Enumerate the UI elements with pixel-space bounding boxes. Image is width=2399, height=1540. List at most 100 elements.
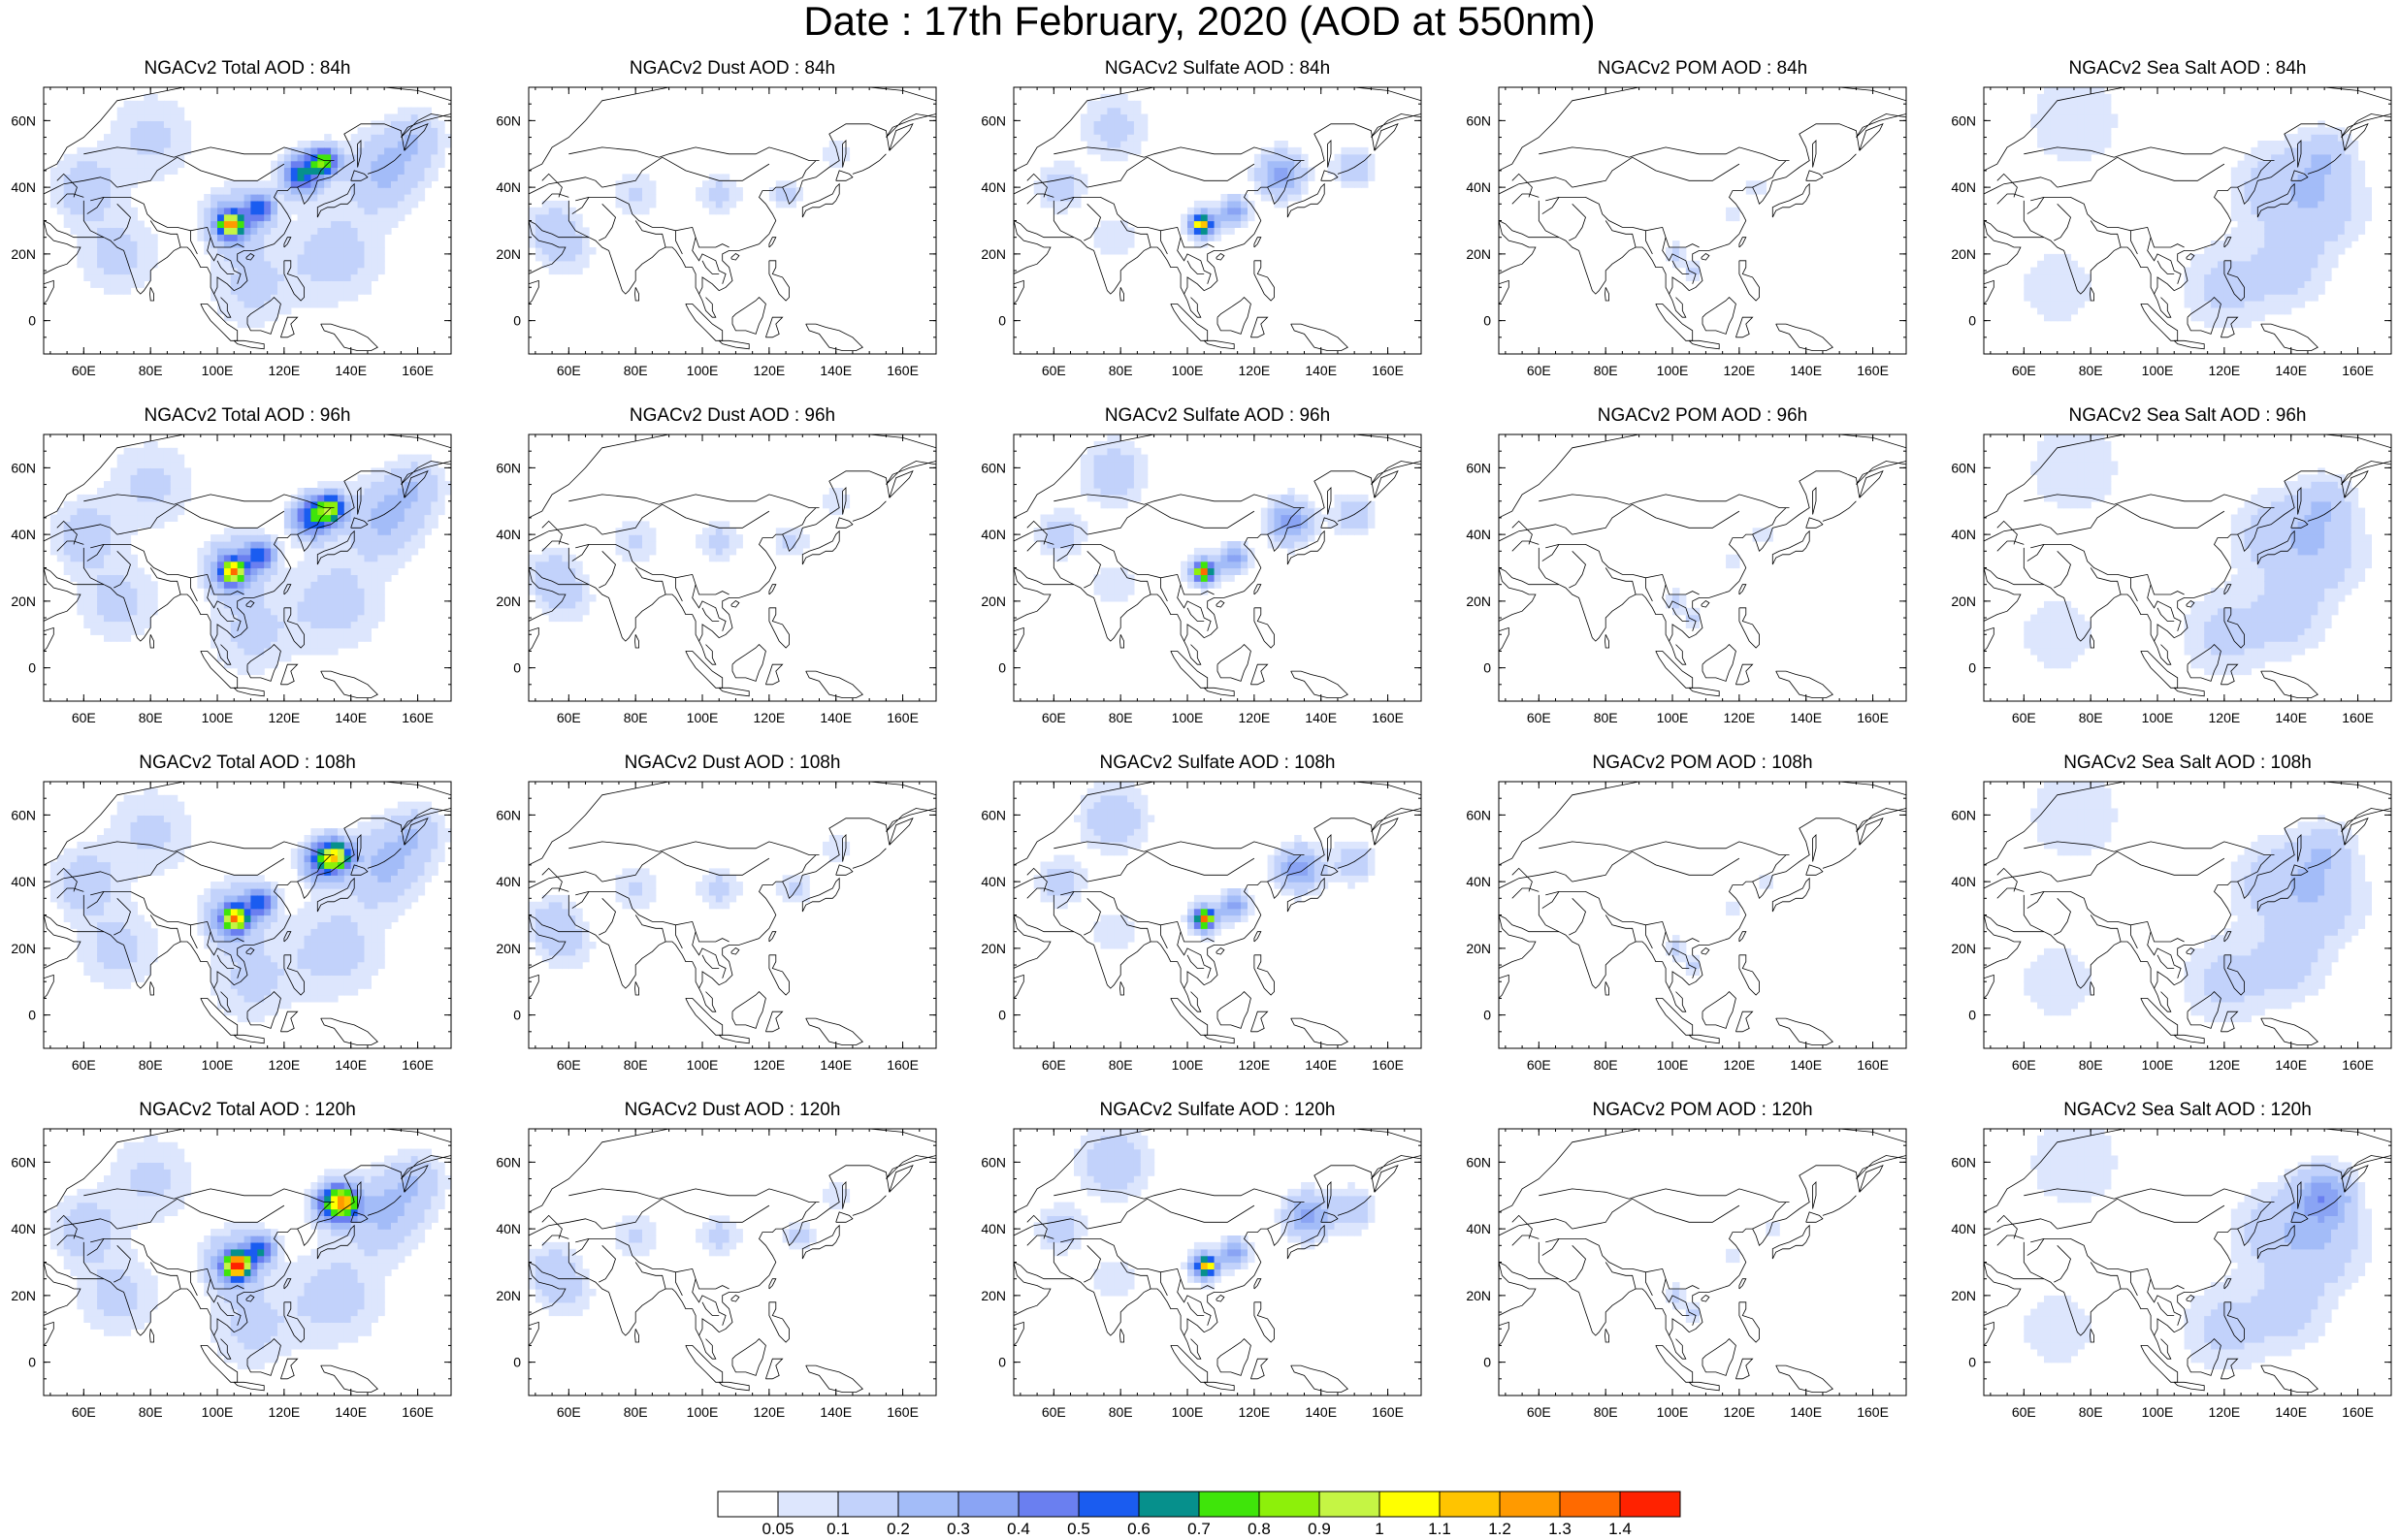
lon-tick-label: 60E bbox=[1527, 1404, 1551, 1420]
aod-map: 60E 80E 100E 120E 140E 160E 0 20N 40N 60N bbox=[981, 433, 1422, 725]
lon-tick-label: 160E bbox=[1857, 1057, 1889, 1073]
aod-map: 60E 80E 100E 120E 140E 160E 0 20N 40N 60N bbox=[1951, 781, 2392, 1073]
lon-tick-label: 60E bbox=[1042, 1057, 1066, 1073]
lat-tick-label: 40N bbox=[11, 527, 36, 542]
lat-tick-label: 0 bbox=[28, 1008, 36, 1023]
lat-tick-label: 0 bbox=[28, 660, 36, 676]
lon-tick-label: 60E bbox=[1042, 1404, 1066, 1420]
lon-tick-label: 80E bbox=[2079, 710, 2103, 725]
lon-tick-label: 140E bbox=[1305, 363, 1337, 378]
lat-tick-label: 20N bbox=[496, 594, 521, 609]
lon-tick-label: 100E bbox=[1657, 363, 1689, 378]
lat-tick-label: 0 bbox=[513, 1355, 521, 1370]
lat-tick-label: 0 bbox=[998, 1008, 1006, 1023]
map-frame bbox=[528, 86, 937, 355]
lat-tick-label: 0 bbox=[1968, 660, 1976, 676]
lon-tick-label: 140E bbox=[2275, 710, 2307, 725]
aod-map: 60E 80E 100E 120E 140E 160E 0 20N 40N 60N bbox=[11, 86, 452, 378]
colorbar-box bbox=[1619, 1491, 1681, 1518]
aod-field bbox=[1033, 93, 1376, 255]
coastlines bbox=[44, 782, 451, 1046]
map-frame bbox=[1498, 1128, 1907, 1396]
lat-tick-label: 60N bbox=[11, 460, 36, 475]
lon-tick-label: 80E bbox=[1594, 363, 1618, 378]
aod-field bbox=[49, 93, 451, 329]
lat-tick-label: 60N bbox=[1466, 1154, 1491, 1170]
lon-tick-label: 140E bbox=[335, 363, 367, 378]
lon-tick-label: 100E bbox=[2142, 363, 2174, 378]
lon-tick-label: 80E bbox=[139, 710, 163, 725]
lon-tick-label: 160E bbox=[1857, 710, 1889, 725]
lon-tick-label: 120E bbox=[1724, 710, 1756, 725]
panel-title: NGACv2 POM AOD : 108h bbox=[1592, 753, 1813, 773]
coastlines bbox=[44, 1129, 451, 1394]
lon-tick-label: 160E bbox=[1857, 363, 1889, 378]
lat-tick-label: 0 bbox=[513, 660, 521, 676]
lat-tick-label: 0 bbox=[28, 1355, 36, 1370]
lon-tick-label: 120E bbox=[1724, 1057, 1756, 1073]
colorbar-label: 1.2 bbox=[1488, 1520, 1511, 1538]
lat-tick-label: 20N bbox=[11, 941, 36, 956]
map-panel-sulfate-108h: NGACv2 Sulfate AOD : 108h 60E 80E 100E 120E 1… bbox=[980, 748, 1465, 1087]
lat-tick-label: 0 bbox=[1968, 1008, 1976, 1023]
lat-tick-label: 40N bbox=[981, 179, 1006, 195]
lon-tick-label: 140E bbox=[820, 710, 852, 725]
aod-field bbox=[529, 835, 851, 970]
lat-tick-label: 0 bbox=[1483, 1355, 1491, 1370]
coastlines bbox=[1984, 87, 2391, 352]
lon-tick-label: 140E bbox=[1790, 710, 1822, 725]
aod-field bbox=[1033, 782, 1376, 949]
lat-tick-label: 40N bbox=[1466, 1221, 1491, 1236]
colorbar-label: 0.3 bbox=[947, 1520, 970, 1538]
lat-tick-label: 0 bbox=[513, 1008, 521, 1023]
coastlines bbox=[1014, 87, 1421, 352]
lon-tick-label: 100E bbox=[1172, 710, 1204, 725]
aod-field bbox=[1033, 1129, 1376, 1297]
aod-map: 60E 80E 100E 120E 140E 160E 0 20N 40N 60N bbox=[1466, 86, 1907, 378]
lat-tick-label: 20N bbox=[1951, 594, 1976, 609]
lat-tick-label: 40N bbox=[11, 874, 36, 889]
aod-field bbox=[49, 787, 451, 1023]
map-frame bbox=[1498, 433, 1907, 702]
lon-tick-label: 120E bbox=[754, 710, 786, 725]
aod-field bbox=[2024, 434, 2372, 676]
lat-tick-label: 20N bbox=[981, 246, 1006, 262]
colorbar-box bbox=[897, 1491, 959, 1518]
lon-tick-label: 140E bbox=[820, 1057, 852, 1073]
lat-tick-label: 20N bbox=[1951, 941, 1976, 956]
lon-tick-label: 80E bbox=[1109, 710, 1133, 725]
lat-tick-label: 40N bbox=[1466, 179, 1491, 195]
panel-title: NGACv2 Sea Salt AOD : 96h bbox=[2068, 405, 2307, 426]
lon-tick-label: 80E bbox=[1109, 1057, 1133, 1073]
map-panel-dust-108h: NGACv2 Dust AOD : 108h 60E 80E 100E 120E 140E… bbox=[495, 748, 980, 1087]
lon-tick-label: 80E bbox=[139, 1404, 163, 1420]
aod-field bbox=[2024, 1129, 2372, 1370]
lat-tick-label: 60N bbox=[11, 112, 36, 128]
lat-tick-label: 0 bbox=[1968, 313, 1976, 329]
lon-tick-label: 160E bbox=[2342, 363, 2374, 378]
lon-tick-label: 140E bbox=[820, 1404, 852, 1420]
panel-title: NGACv2 Dust AOD : 84h bbox=[629, 58, 836, 79]
colorbar-label: 0.9 bbox=[1308, 1520, 1331, 1538]
lon-tick-label: 160E bbox=[402, 363, 434, 378]
lat-tick-label: 0 bbox=[998, 313, 1006, 329]
lat-tick-label: 20N bbox=[1951, 1288, 1976, 1303]
colorbar-box bbox=[1018, 1491, 1080, 1518]
lon-tick-label: 160E bbox=[887, 1057, 919, 1073]
lat-tick-label: 60N bbox=[496, 460, 521, 475]
lon-tick-label: 100E bbox=[687, 1404, 719, 1420]
panel-title: NGACv2 Sulfate AOD : 108h bbox=[1099, 753, 1336, 773]
lat-tick-label: 60N bbox=[1466, 460, 1491, 475]
aod-map: 60E 80E 100E 120E 140E 160E 0 20N 40N 60N bbox=[11, 781, 452, 1073]
lon-tick-label: 80E bbox=[624, 1404, 648, 1420]
coastlines bbox=[529, 87, 936, 352]
coastlines bbox=[1014, 782, 1421, 1046]
lon-tick-label: 160E bbox=[2342, 1057, 2374, 1073]
coastlines bbox=[529, 1129, 936, 1394]
panel-title: NGACv2 Total AOD : 84h bbox=[144, 58, 351, 79]
lon-tick-label: 120E bbox=[1724, 363, 1756, 378]
lat-tick-label: 0 bbox=[1483, 313, 1491, 329]
lon-tick-label: 60E bbox=[2012, 363, 2036, 378]
colorbar-box bbox=[957, 1491, 1020, 1518]
map-panel-total-120h: NGACv2 Total AOD : 120h 60E 80E 100E 120E 140… bbox=[10, 1095, 495, 1434]
